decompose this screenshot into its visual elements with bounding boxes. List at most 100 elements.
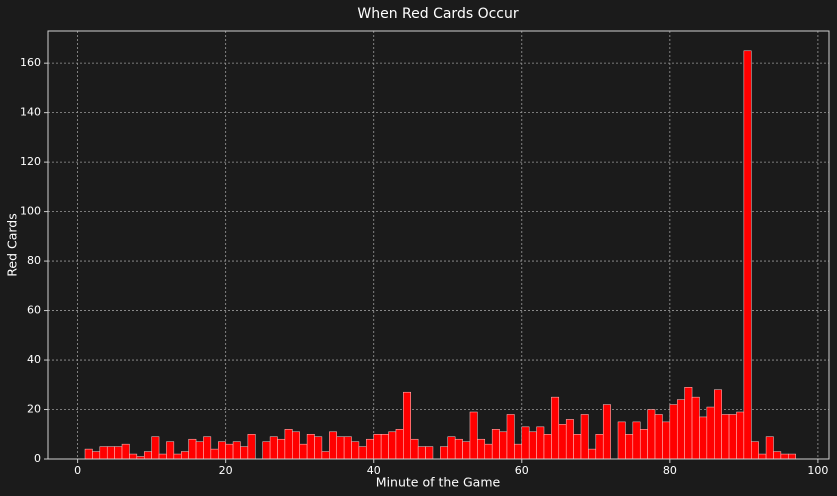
bar xyxy=(565,419,574,460)
x-axis-label: Minute of the Game xyxy=(376,475,501,490)
bar xyxy=(602,404,611,460)
bar xyxy=(528,431,537,460)
bar xyxy=(262,441,271,460)
bar xyxy=(654,414,663,460)
bar xyxy=(595,434,604,460)
bar xyxy=(232,441,241,460)
bar xyxy=(684,387,693,460)
plot-frame xyxy=(47,30,830,460)
bar xyxy=(736,411,745,460)
bar xyxy=(321,451,330,460)
bar xyxy=(477,438,486,460)
bar xyxy=(765,436,774,460)
bar xyxy=(491,429,500,460)
bar xyxy=(536,426,545,460)
bar xyxy=(173,453,182,460)
bar xyxy=(203,436,212,460)
x-tick-label: 80 xyxy=(663,464,677,477)
y-tick-label: 80 xyxy=(27,254,41,267)
y-tick-label: 0 xyxy=(34,452,41,465)
y-tick-label: 60 xyxy=(27,304,41,317)
bar xyxy=(454,438,463,460)
bar xyxy=(114,446,123,460)
bar xyxy=(758,453,767,460)
chart-title: When Red Cards Occur xyxy=(357,6,518,22)
bar xyxy=(699,416,708,460)
x-tick-label: 100 xyxy=(807,464,828,477)
bar xyxy=(617,421,626,460)
bar xyxy=(380,434,389,460)
bar xyxy=(358,446,367,460)
bar xyxy=(129,453,138,460)
bar xyxy=(314,436,323,460)
bar xyxy=(306,434,315,460)
bar xyxy=(225,443,234,460)
bar xyxy=(676,399,685,460)
bar xyxy=(292,431,300,460)
bar xyxy=(388,431,397,460)
bar xyxy=(158,453,167,460)
bar xyxy=(469,411,478,460)
bar xyxy=(662,421,671,460)
y-tick-label: 20 xyxy=(27,403,41,416)
bar xyxy=(514,443,523,460)
y-tick-label: 160 xyxy=(20,56,41,69)
bar xyxy=(632,421,641,460)
bar xyxy=(417,446,426,460)
bar xyxy=(521,426,530,460)
bar xyxy=(728,414,737,460)
bar xyxy=(588,448,597,460)
bar xyxy=(706,406,715,460)
y-axis-label: Red Cards xyxy=(5,213,20,276)
bar xyxy=(788,453,796,460)
bar xyxy=(299,443,308,460)
y-tick-label: 100 xyxy=(20,205,41,218)
bar xyxy=(625,434,634,460)
bar xyxy=(151,436,160,460)
bar xyxy=(721,414,730,460)
bar xyxy=(343,436,352,460)
y-tick-label: 140 xyxy=(20,106,41,119)
bar xyxy=(447,436,456,460)
bar xyxy=(647,409,656,460)
bar xyxy=(210,448,219,460)
bar xyxy=(410,438,419,460)
bar xyxy=(240,446,249,460)
x-tick-label: 60 xyxy=(515,464,529,477)
bar xyxy=(691,396,700,460)
y-tick-label: 40 xyxy=(27,353,41,366)
bar xyxy=(92,451,101,460)
x-tick-label: 0 xyxy=(74,464,81,477)
y-tick-label: 120 xyxy=(20,155,41,168)
bar xyxy=(143,451,152,460)
bar xyxy=(366,438,374,460)
bar xyxy=(669,404,678,460)
bar xyxy=(551,396,560,460)
bar xyxy=(121,443,130,460)
x-tick-label: 40 xyxy=(367,464,381,477)
bar xyxy=(395,429,404,460)
bar xyxy=(277,438,286,460)
bar xyxy=(166,441,175,460)
bar xyxy=(743,50,752,460)
bar xyxy=(639,429,648,460)
bar xyxy=(84,448,93,460)
bar xyxy=(188,438,197,460)
bar xyxy=(269,436,278,460)
bar xyxy=(558,424,567,460)
bar xyxy=(247,434,256,460)
bar xyxy=(218,441,226,460)
bar xyxy=(106,446,115,460)
bar xyxy=(484,443,493,460)
bar xyxy=(336,436,345,460)
bar xyxy=(751,441,759,460)
bar xyxy=(403,391,411,460)
bar xyxy=(373,434,382,460)
plot-area: 0 20 40 60 80 100 120 140 160 0 20 40 60 80 100 xyxy=(20,30,830,477)
bar xyxy=(773,451,782,460)
bar xyxy=(543,434,552,460)
bar xyxy=(329,431,337,460)
bar xyxy=(181,451,189,460)
bar xyxy=(284,429,293,460)
